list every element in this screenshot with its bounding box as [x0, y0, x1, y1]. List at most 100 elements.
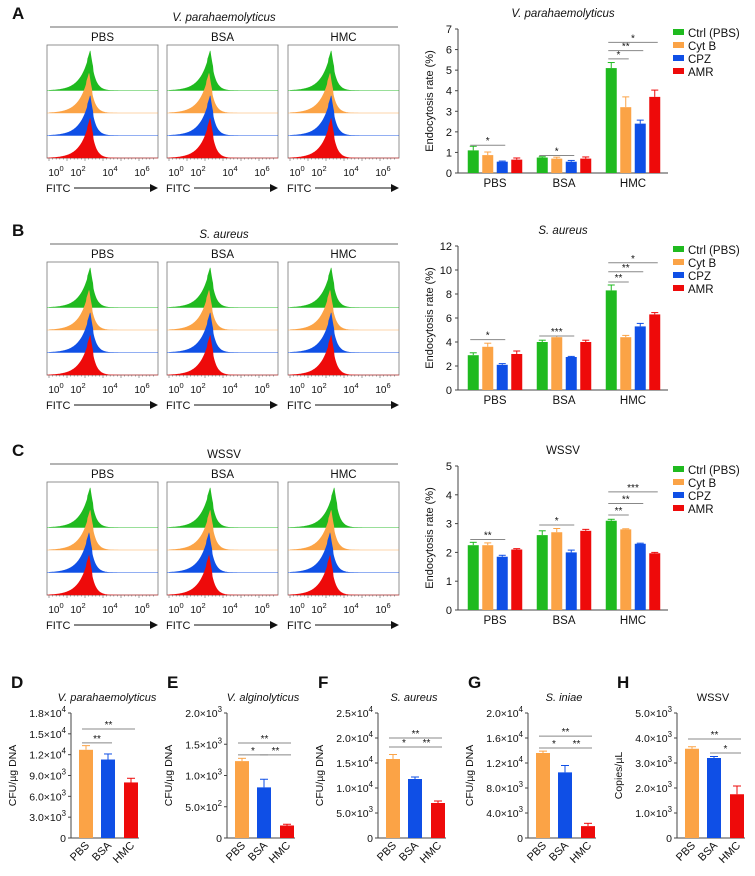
chart-title: S. aureus [390, 692, 438, 704]
histogram-peak [169, 289, 278, 330]
x-tick-label: BSA [696, 839, 721, 864]
significance-marker: * [552, 739, 556, 750]
flow-axis-label: FITC [287, 183, 311, 195]
bar [730, 794, 744, 838]
arrow-head-icon [150, 621, 158, 629]
flow-axis-label: FITC [166, 183, 190, 195]
flow-panel-label: PBS [91, 32, 114, 44]
legend-label: Ctrl (PBS) [688, 245, 740, 257]
y-axis-label: CFU/µg DNA [163, 745, 175, 806]
y-tick-label: 3 [446, 106, 452, 118]
significance-marker: * [402, 738, 406, 749]
panel-letter: C [12, 441, 24, 460]
y-tick-label: 1.0×103 [635, 805, 672, 820]
y-tick-label: 1.6×104 [486, 730, 523, 745]
flow-row-title: V. parahaemolyticus [172, 12, 276, 24]
bar [605, 290, 617, 390]
flow-axis-tick-label: 104 [102, 381, 117, 396]
significance-marker: * [631, 33, 635, 44]
panel-letter: D [11, 673, 23, 692]
legend-label: AMR [688, 504, 714, 516]
flow-panel-label: BSA [211, 32, 234, 44]
y-tick-label: 5.0×102 [185, 799, 222, 814]
flow-axis-tick-label: 102 [311, 601, 326, 616]
y-tick-label: 6 [446, 313, 452, 325]
y-axis-label: Endocytosis rate (%) [424, 267, 436, 368]
bar [634, 543, 646, 610]
flow-histogram-frame [46, 44, 159, 159]
histogram-peak [49, 118, 158, 158]
flow-axis-tick-label: 106 [375, 164, 390, 179]
histogram-peak [169, 487, 278, 528]
histogram-peak [290, 50, 399, 91]
bar [620, 529, 632, 610]
legend-label: CPZ [688, 54, 711, 66]
histogram-peak [169, 95, 278, 136]
y-axis-label: CFU/µg DNA [314, 745, 326, 806]
significance-marker: ** [615, 273, 623, 284]
flow-axis-tick-label: 106 [134, 381, 149, 396]
y-tick-label: 0 [216, 833, 222, 845]
flow-row-title: S. aureus [199, 229, 248, 241]
histogram-peak [169, 532, 278, 573]
histogram-peak [49, 510, 158, 550]
flow-axis-tick-label: 102 [70, 381, 85, 396]
bar [280, 825, 294, 838]
histogram-peak [49, 95, 158, 136]
legend-swatch [673, 479, 684, 485]
y-tick-label: 0 [446, 605, 452, 617]
legend-label: Cyt B [688, 41, 716, 53]
flow-histogram-frame [166, 261, 279, 376]
flow-histogram-frame [166, 44, 279, 159]
bar [565, 161, 577, 173]
y-tick-label: 2.0×104 [486, 705, 523, 720]
flow-axis-tick-label: 104 [343, 164, 358, 179]
bar [649, 553, 661, 610]
flow-axis-tick-label: 106 [254, 164, 269, 179]
flow-axis-tick-label: 106 [375, 381, 390, 396]
arrow-head-icon [150, 401, 158, 409]
x-tick-label: BSA [547, 839, 572, 864]
x-tick-label: PBS [674, 840, 698, 864]
y-tick-label: 3.0×103 [635, 755, 672, 770]
bar [581, 826, 595, 838]
flow-axis-label: FITC [46, 400, 70, 412]
bar [649, 96, 661, 173]
histogram-peak [169, 312, 278, 353]
y-tick-label: 1.8×104 [29, 705, 66, 720]
flow-axis-tick-label: 102 [311, 381, 326, 396]
flow-axis-label: FITC [46, 620, 70, 632]
flow-axis-tick-label: 104 [222, 601, 237, 616]
bar [634, 123, 646, 173]
histogram-peak [290, 312, 399, 353]
y-tick-label: 5 [446, 461, 452, 473]
x-tick-label: PBS [483, 395, 506, 407]
histogram-peak [169, 267, 278, 308]
flow-axis-tick-label: 102 [311, 164, 326, 179]
bar [482, 545, 494, 610]
y-tick-label: 0 [446, 168, 452, 180]
bar [482, 346, 494, 390]
x-tick-label: HMC [620, 395, 646, 407]
flow-axis-tick-label: 100 [168, 601, 183, 616]
legend-swatch [673, 259, 684, 265]
bar [536, 157, 548, 173]
flow-axis-tick-label: 106 [134, 164, 149, 179]
bar [496, 161, 508, 173]
flow-axis-tick-label: 104 [343, 601, 358, 616]
histogram-peak [49, 312, 158, 353]
flow-histogram-frame [287, 44, 400, 159]
histogram-peak [49, 72, 158, 113]
bar [511, 159, 523, 173]
flow-axis-tick-label: 102 [70, 601, 85, 616]
y-tick-label: 5.0×103 [635, 705, 672, 720]
histogram-peak [49, 50, 158, 91]
arrow-head-icon [270, 621, 278, 629]
bar [431, 803, 445, 838]
x-tick-label: BSA [90, 839, 115, 864]
histogram-peak [49, 487, 158, 528]
legend-swatch [673, 505, 684, 511]
legend-label: Cyt B [688, 258, 716, 270]
y-axis-label: Endocytosis rate (%) [424, 50, 436, 151]
bar [496, 364, 508, 390]
